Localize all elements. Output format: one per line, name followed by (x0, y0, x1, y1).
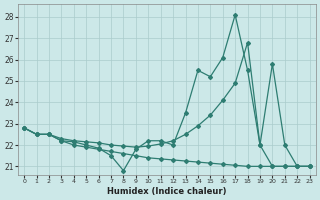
X-axis label: Humidex (Indice chaleur): Humidex (Indice chaleur) (107, 187, 227, 196)
